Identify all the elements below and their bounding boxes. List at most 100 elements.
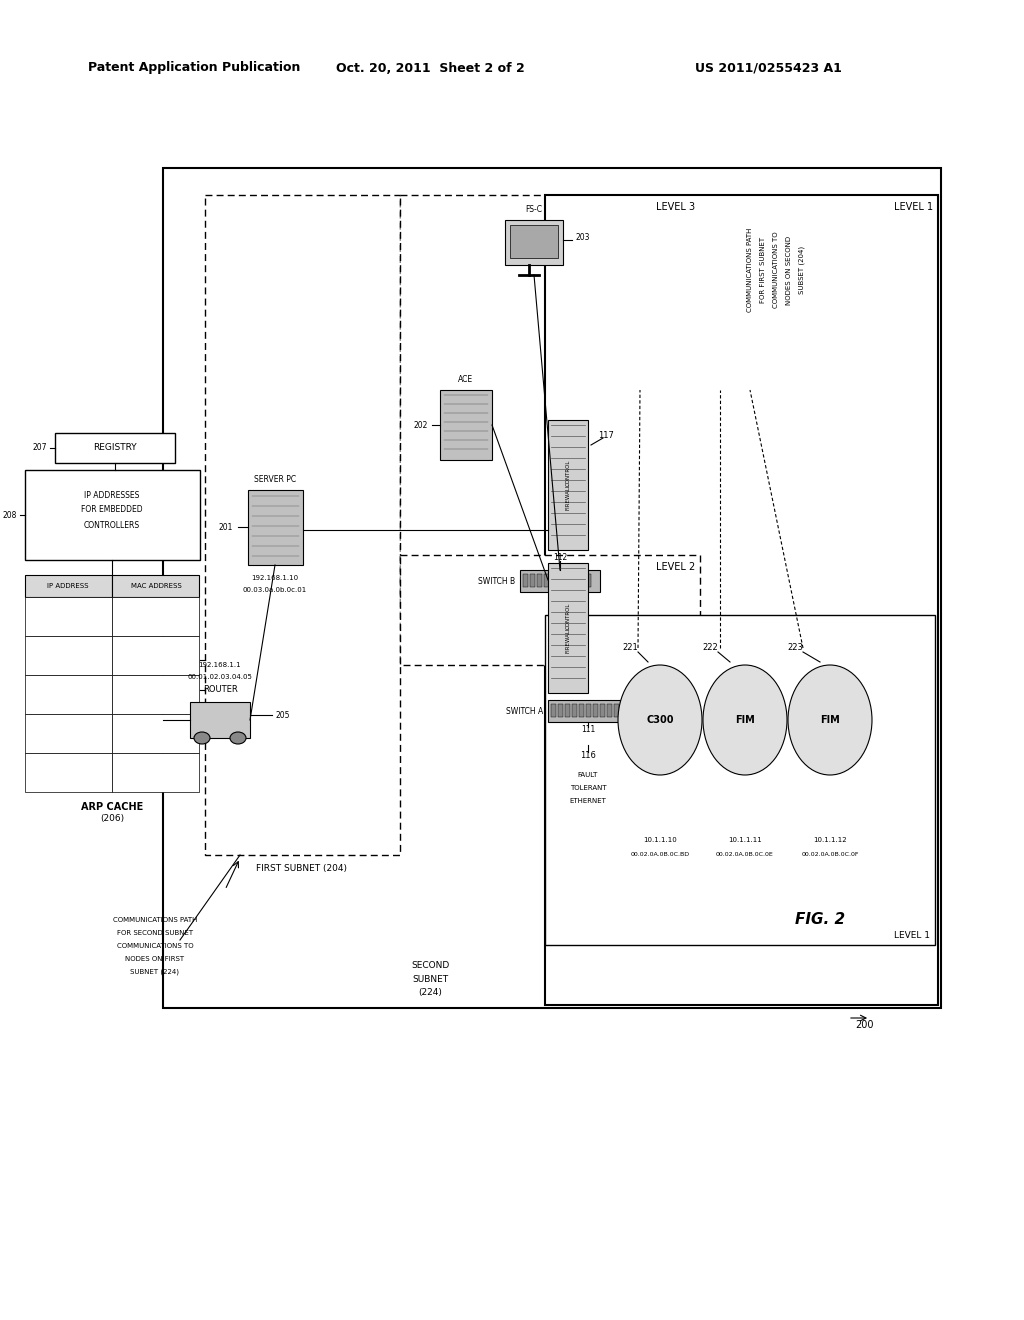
Bar xyxy=(579,574,584,587)
Bar xyxy=(548,420,588,550)
Text: IP ADDRESS: IP ADDRESS xyxy=(47,583,89,589)
Bar xyxy=(548,700,628,722)
Bar xyxy=(572,704,577,717)
Text: FS-C: FS-C xyxy=(525,206,543,214)
Text: US 2011/0255423 A1: US 2011/0255423 A1 xyxy=(695,62,842,74)
Text: 00.02.0A.0B.0C.0E: 00.02.0A.0B.0C.0E xyxy=(716,851,774,857)
Text: SWITCH B: SWITCH B xyxy=(478,577,515,586)
Text: NODES ON FIRST: NODES ON FIRST xyxy=(125,956,184,962)
Ellipse shape xyxy=(194,733,210,744)
Text: ARP CACHE: ARP CACHE xyxy=(81,803,143,812)
Bar xyxy=(558,574,563,587)
Text: 222: 222 xyxy=(702,644,718,652)
Text: 10.1.1.12: 10.1.1.12 xyxy=(813,837,847,843)
Text: CONTROLLERS: CONTROLLERS xyxy=(84,520,140,529)
Bar xyxy=(600,704,605,717)
Text: 207: 207 xyxy=(33,444,47,453)
Bar xyxy=(25,675,112,714)
Text: 111: 111 xyxy=(581,726,595,734)
Text: Patent Application Publication: Patent Application Publication xyxy=(88,62,300,74)
Bar xyxy=(112,714,199,752)
Text: FAULT: FAULT xyxy=(578,772,598,777)
Bar xyxy=(112,752,199,792)
Text: FIM: FIM xyxy=(735,715,755,725)
Bar xyxy=(607,704,612,717)
Text: FOR EMBEDDED: FOR EMBEDDED xyxy=(81,506,142,515)
Bar xyxy=(440,389,492,459)
Bar xyxy=(248,490,303,565)
Bar xyxy=(25,714,112,752)
Bar xyxy=(112,576,199,597)
Text: 223: 223 xyxy=(787,644,803,652)
Bar xyxy=(523,574,528,587)
Text: SERVER PC: SERVER PC xyxy=(254,475,296,484)
Text: C300: C300 xyxy=(646,715,674,725)
Text: REGISTRY: REGISTRY xyxy=(93,444,137,453)
Bar xyxy=(545,615,935,945)
Text: FOR FIRST SUBNET: FOR FIRST SUBNET xyxy=(760,236,766,304)
Text: LEVEL 1: LEVEL 1 xyxy=(894,202,933,213)
Bar xyxy=(544,574,549,587)
Text: FOR SECOND SUBNET: FOR SECOND SUBNET xyxy=(117,931,194,936)
Bar xyxy=(510,224,558,257)
Text: TOLERANT: TOLERANT xyxy=(569,785,606,791)
Text: LEVEL 3: LEVEL 3 xyxy=(656,202,695,213)
Bar xyxy=(545,195,938,1005)
Text: Oct. 20, 2011  Sheet 2 of 2: Oct. 20, 2011 Sheet 2 of 2 xyxy=(336,62,524,74)
Bar xyxy=(565,704,570,717)
Ellipse shape xyxy=(618,665,702,775)
Text: IP ADDRESSES: IP ADDRESSES xyxy=(84,491,139,499)
Bar xyxy=(558,704,563,717)
Text: LEVEL 2: LEVEL 2 xyxy=(655,562,695,572)
Bar xyxy=(205,195,400,855)
Text: FIREWALL: FIREWALL xyxy=(565,627,570,653)
Bar xyxy=(55,433,175,463)
Bar xyxy=(614,704,618,717)
Text: 00.03.0a.0b.0c.01: 00.03.0a.0b.0c.01 xyxy=(243,587,307,593)
Bar xyxy=(551,574,556,587)
Text: MAC ADDRESS: MAC ADDRESS xyxy=(131,583,181,589)
Text: FIRST SUBNET (204): FIRST SUBNET (204) xyxy=(256,865,347,874)
Bar xyxy=(25,470,200,560)
Text: CONTROL: CONTROL xyxy=(565,603,570,630)
Ellipse shape xyxy=(703,665,787,775)
Text: COMMUNICATIONS TO: COMMUNICATIONS TO xyxy=(117,942,194,949)
Text: 00.02.0A.0B.0C.BD: 00.02.0A.0B.0C.BD xyxy=(631,851,689,857)
Text: 201: 201 xyxy=(219,523,233,532)
Bar xyxy=(400,554,700,665)
Text: (224): (224) xyxy=(418,989,442,998)
Text: 192.168.1.1: 192.168.1.1 xyxy=(199,663,242,668)
Bar xyxy=(112,636,199,675)
Text: SECOND: SECOND xyxy=(411,961,450,969)
Text: ETHERNET: ETHERNET xyxy=(569,799,606,804)
Bar xyxy=(565,574,570,587)
Bar xyxy=(505,220,563,265)
Text: 208: 208 xyxy=(3,511,17,520)
Bar xyxy=(25,752,112,792)
Text: LEVEL 1: LEVEL 1 xyxy=(894,931,930,940)
Text: SWITCH A: SWITCH A xyxy=(506,706,543,715)
Text: 221: 221 xyxy=(623,644,638,652)
Bar xyxy=(520,570,600,591)
Text: 117: 117 xyxy=(598,430,614,440)
Text: 200: 200 xyxy=(855,1020,873,1030)
Ellipse shape xyxy=(230,733,246,744)
Text: 202: 202 xyxy=(414,421,428,429)
Bar xyxy=(400,195,700,601)
Bar xyxy=(586,704,591,717)
Text: 116: 116 xyxy=(580,751,596,759)
Text: SUBNET: SUBNET xyxy=(412,974,449,983)
Text: FIM: FIM xyxy=(820,715,840,725)
Text: (206): (206) xyxy=(100,814,124,824)
Text: SUBNET (224): SUBNET (224) xyxy=(130,969,179,975)
Bar xyxy=(25,636,112,675)
Text: 00.01.02.03.04.05: 00.01.02.03.04.05 xyxy=(187,675,253,680)
Text: NODES ON SECOND: NODES ON SECOND xyxy=(786,235,792,305)
Text: 112: 112 xyxy=(553,553,567,562)
Text: SUBSET (204): SUBSET (204) xyxy=(799,246,805,294)
Bar xyxy=(530,574,535,587)
Text: FIREWALL: FIREWALL xyxy=(565,483,570,511)
Ellipse shape xyxy=(788,665,872,775)
Bar xyxy=(112,675,199,714)
Bar xyxy=(163,168,941,1008)
